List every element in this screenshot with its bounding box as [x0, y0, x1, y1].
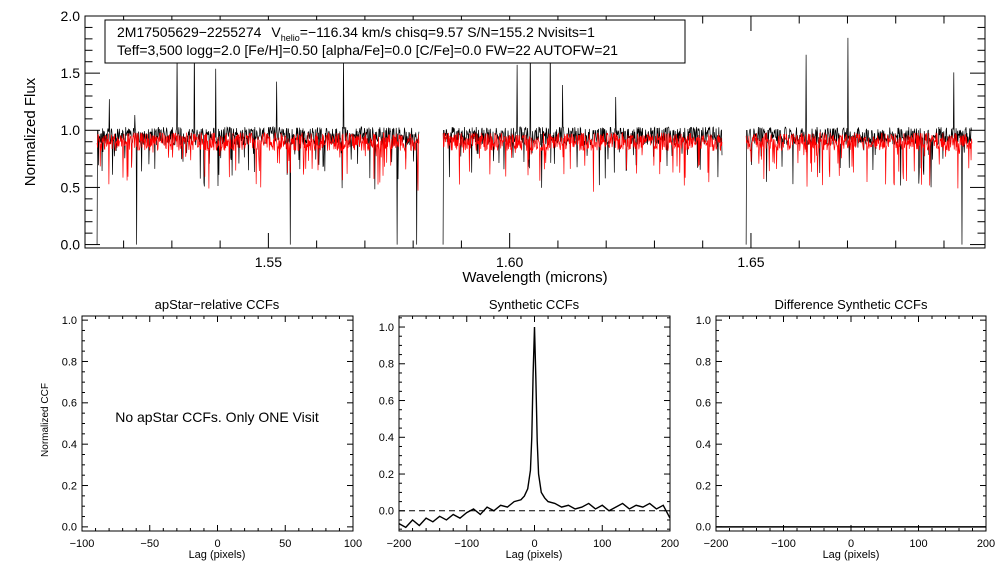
spectrum-y-axis-label: Normalized Flux	[22, 77, 39, 186]
y-tick-label: 0.8	[62, 356, 77, 368]
apstar-ccf-panel: apStar−relative CCFs −100 −50 0 50 100 0.0 0.2…	[40, 297, 362, 561]
annotation-line-1: 2M17505629−2255274 Vhelio=−116.34 km/s ch…	[117, 24, 595, 43]
annotation-frame	[104, 19, 686, 64]
x-tick-label: 0	[848, 538, 854, 550]
x-tick-label: 200	[661, 538, 679, 550]
annotation-v-symbol: V	[271, 24, 281, 40]
y-tick-label: 0.0	[379, 506, 394, 518]
spectrum-series-group	[96, 35, 973, 245]
y-tick-label: 0.6	[62, 398, 77, 410]
synthetic-x-axis-label: Lag (pixels)	[506, 549, 563, 561]
synthetic-ccf-panel: Synthetic CCFs −200 −100 0 100 200 0.0 0.2 0.4 0…	[379, 297, 679, 561]
y-tick-label: 0.6	[379, 395, 394, 407]
x-tick-label: −50	[140, 538, 159, 550]
spectrum-model-series	[96, 131, 973, 192]
spectrum-x-axis-label: Wavelength (microns)	[462, 269, 607, 286]
y-tick-label: 0.2	[62, 480, 77, 492]
difference-ccf-panel: Difference Synthetic CCFs −200 −100 0 100 20…	[696, 297, 995, 561]
spectrum-annotation-box: 2M17505629−2255274 Vhelio=−116.34 km/s ch…	[104, 19, 686, 64]
difference-panel-title: Difference Synthetic CCFs	[775, 297, 928, 312]
y-tick-label: 0.4	[62, 439, 77, 451]
y-tick-label: 1.0	[696, 315, 711, 327]
x-tick-label: −200	[387, 538, 412, 550]
y-tick-label: 0.4	[696, 439, 711, 451]
x-tick-label: −100	[771, 538, 796, 550]
x-tick-label: 1.60	[496, 254, 523, 270]
annotation-star-id: 2M17505629−2255274	[117, 24, 262, 40]
y-tick-label: 0.6	[696, 398, 711, 410]
apstar-no-data-message: No apStar CCFs. Only ONE Visit	[115, 409, 319, 425]
y-tick-label: 0.0	[696, 522, 711, 534]
difference-ticks: −200 −100 0 100 200 0.0 0.2 0.4 0.6 0.8 1.0	[696, 315, 995, 550]
x-tick-label: 0	[531, 538, 537, 550]
x-tick-label: 100	[593, 538, 611, 550]
annotation-v-subscript: helio	[281, 33, 300, 43]
synthetic-plot-frame	[398, 315, 671, 532]
x-tick-label: −100	[454, 538, 479, 550]
y-tick-label: 2.0	[61, 8, 81, 24]
synthetic-panel-title: Synthetic CCFs	[489, 297, 580, 312]
x-tick-label: 100	[344, 538, 362, 550]
x-tick-label: 200	[977, 538, 995, 550]
x-tick-label: −100	[70, 538, 95, 550]
spectrum-plot-frame	[84, 15, 986, 249]
apstar-plot-frame	[81, 315, 354, 532]
y-tick-label: 0.2	[379, 469, 394, 481]
apstar-panel-title: apStar−relative CCFs	[155, 297, 280, 312]
annotation-line-2: Teff=3,500 logg=2.0 [Fe/H]=0.50 [alpha/F…	[117, 42, 618, 58]
x-tick-label: −200	[704, 538, 729, 550]
spectrum-panel: 1.55 1.60 1.65 0.0 0.5 1.0 1.5 2.0 2M17505629−2…	[22, 8, 986, 286]
y-tick-label: 0.8	[379, 359, 394, 371]
y-tick-label: 0.4	[379, 432, 394, 444]
spectrum-model-chip-1	[96, 132, 420, 191]
y-tick-label: 1.0	[379, 322, 394, 334]
x-tick-label: 50	[279, 538, 291, 550]
y-tick-label: 0.0	[61, 236, 81, 252]
y-tick-label: 1.5	[61, 65, 81, 81]
y-tick-label: 0.8	[696, 356, 711, 368]
apstar-y-axis-label: Normalized CCF	[40, 383, 51, 457]
y-tick-label: 1.0	[62, 315, 77, 327]
difference-x-axis-label: Lag (pixels)	[823, 549, 880, 561]
y-tick-label: 0.0	[62, 522, 77, 534]
synthetic-series-group	[398, 327, 671, 529]
annotation-line1-rest: =−116.34 km/s chisq=9.57 S/N=155.2 Nvisi…	[300, 24, 595, 40]
x-tick-label: 100	[909, 538, 927, 550]
x-tick-label: 1.65	[737, 254, 764, 270]
difference-plot-frame	[715, 315, 987, 532]
y-tick-label: 1.0	[61, 122, 81, 138]
spectrum-model-chip-3	[745, 131, 973, 189]
y-tick-label: 0.2	[696, 480, 711, 492]
spectrum-model-chip-2	[442, 132, 723, 192]
ccf-ccf-line	[398, 327, 671, 529]
x-tick-label: 1.55	[255, 254, 282, 270]
x-tick-label: 0	[214, 538, 220, 550]
apstar-x-axis-label: Lag (pixels)	[189, 549, 246, 561]
y-tick-label: 0.5	[61, 179, 81, 195]
